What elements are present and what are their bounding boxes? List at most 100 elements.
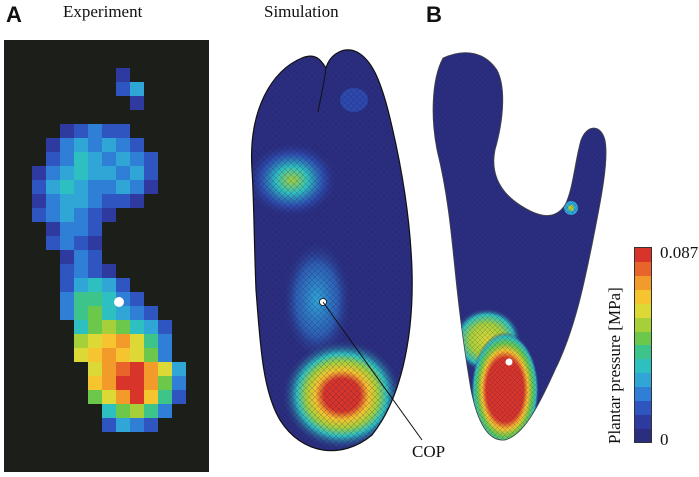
experiment-cell [88,390,102,404]
experiment-cell [158,362,172,376]
experiment-cell [144,390,158,404]
experiment-cell [74,180,88,194]
experiment-cell [130,292,144,306]
experiment-cell [130,82,144,96]
experiment-cell [74,124,88,138]
experiment-cell [74,334,88,348]
experiment-cell [74,208,88,222]
experiment-cell [88,292,102,306]
experiment-cell [116,180,130,194]
experiment-cell [88,320,102,334]
experiment-cell [46,180,60,194]
experiment-cell [130,152,144,166]
experiment-cell [172,362,186,376]
experiment-cell [144,418,158,432]
panel-b-letter: B [426,2,442,27]
experiment-cell [88,278,102,292]
experiment-cell [116,348,130,362]
experiment-cell [88,222,102,236]
colorbar-title: Plantar pressure [MPa] [605,287,624,444]
experiment-cell [74,138,88,152]
experiment-cell [32,180,46,194]
experiment-cell [32,208,46,222]
experiment-cell [102,362,116,376]
experiment-cell [88,362,102,376]
experiment-cell [102,418,116,432]
experiment-cell [130,362,144,376]
experiment-cell [102,390,116,404]
experiment-cell [60,180,74,194]
experiment-cell [158,390,172,404]
experiment-cell [144,180,158,194]
experiment-cell [74,306,88,320]
experiment-cell [88,376,102,390]
experiment-cell [74,278,88,292]
experiment-cell [102,138,116,152]
colorbar-segment [635,248,651,263]
experiment-cell [130,348,144,362]
experiment-cell [32,194,46,208]
experiment-cell [130,418,144,432]
experiment-cell [102,124,116,138]
colorbar-segment [635,331,651,346]
experiment-cell [60,236,74,250]
experiment-cell [74,194,88,208]
experiment-cell [116,362,130,376]
colorbar-segment [635,428,651,443]
experiment-cell [158,376,172,390]
experiment-cell [60,250,74,264]
experiment-cell [130,306,144,320]
colorbar-segment [635,414,651,429]
experiment-cell [102,348,116,362]
experiment-cell [144,306,158,320]
experiment-cell [158,404,172,418]
simulation-foot-svg [250,49,423,452]
experiment-cell [102,278,116,292]
experiment-cell [116,404,130,418]
colorbar-max-label: 0.087 [660,243,699,262]
colorbar-segment [635,303,651,318]
toe-gap-line [317,67,327,113]
simulation-foot-outline [250,49,413,452]
experiment-cell [102,404,116,418]
experiment-cell [46,194,60,208]
experiment-cell [60,222,74,236]
experiment-cell [88,306,102,320]
experiment-cell [74,348,88,362]
colorbar-segment [635,386,651,401]
experiment-cell [74,222,88,236]
experiment-cell [130,180,144,194]
experiment-cell [130,320,144,334]
experiment-cell [60,166,74,180]
experiment-cell [102,292,116,306]
experiment-cell [74,236,88,250]
experiment-cell [102,306,116,320]
experiment-cell [144,348,158,362]
experiment-cell [130,376,144,390]
experiment-cell [60,194,74,208]
experiment-cell [46,152,60,166]
experiment-cell [88,348,102,362]
experiment-cell [116,306,130,320]
colorbar-segment [635,317,651,332]
experiment-cell [88,152,102,166]
experiment-cell [158,334,172,348]
experiment-cell [74,166,88,180]
experiment-cell [116,334,130,348]
experiment-cop-marker [114,297,124,307]
experiment-cell [172,390,186,404]
experiment-cell [116,418,130,432]
experiment-cell [102,180,116,194]
colorbar-segment [635,275,651,291]
experiment-cell [116,166,130,180]
experiment-cell [144,362,158,376]
experiment-cell [74,250,88,264]
experiment-cell [102,152,116,166]
colorbar-segment [635,358,651,374]
experiment-heading: Experiment [63,2,143,21]
experiment-cell [130,390,144,404]
experiment-cell [74,152,88,166]
experiment-cell [144,320,158,334]
experiment-cell [74,320,88,334]
experiment-cell [102,264,116,278]
